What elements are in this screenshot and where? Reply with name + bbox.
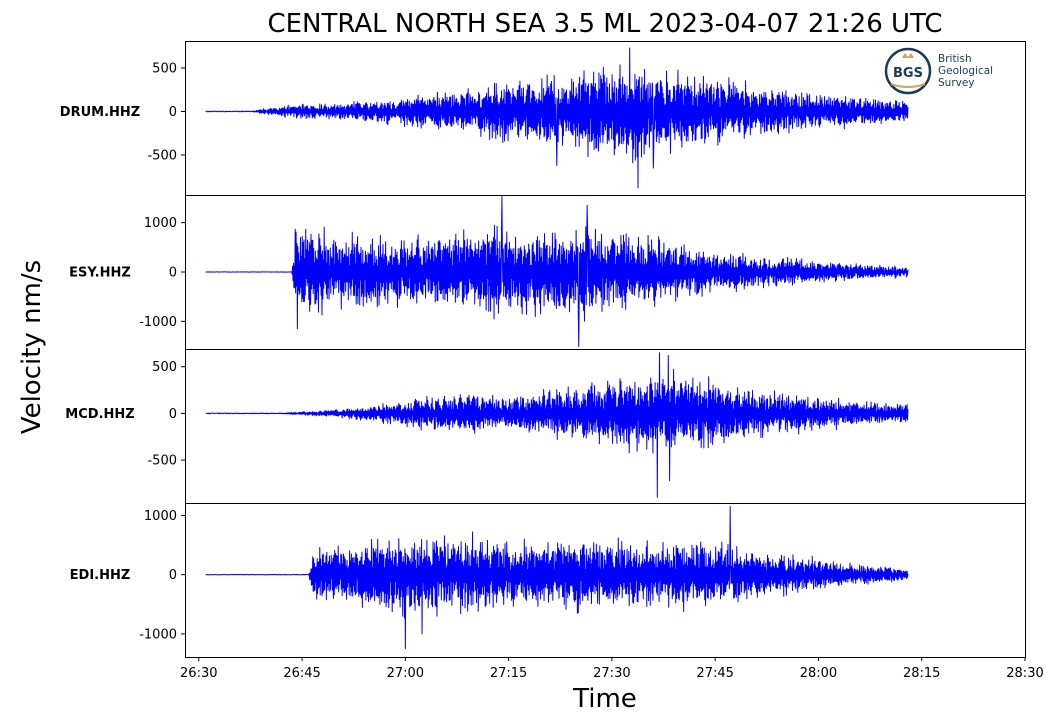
bgs-logo-line1: British [938, 53, 972, 65]
logo-wave-icon [890, 83, 926, 88]
x-tick-label: 27:00 [387, 666, 424, 681]
x-axis: 26:30 26:45 27:00 27:15 27:30 27:45 28:00 28:15… [180, 657, 1044, 681]
y-axis-label: Velocity nm/s [17, 260, 47, 434]
x-axis-label: Time [572, 684, 637, 714]
trace-panel: 500 0 -500 MCD.HHZ [65, 349, 1026, 504]
panel-frame [185, 503, 1026, 658]
x-tick-label: 28:00 [800, 666, 837, 681]
seismic-trace [205, 195, 909, 348]
x-tick-label: 28:15 [903, 666, 940, 681]
station-label: MCD.HHZ [65, 407, 134, 422]
chart-title: CENTRAL NORTH SEA 3.5 ML 2023-04-07 21:2… [267, 9, 942, 39]
crown-icon [902, 53, 914, 58]
bgs-logo-line2: Geological [938, 65, 993, 77]
bgs-logo: BGS British Geological Survey [884, 47, 993, 95]
seismic-trace [205, 47, 909, 189]
y-tick-label: 1000 [144, 216, 177, 231]
y-tick-label: -500 [147, 454, 177, 469]
trace-panel: 1000 0 -1000 EDI.HHZ [70, 503, 1026, 658]
station-label: DRUM.HHZ [60, 105, 140, 120]
y-tick-label: -500 [147, 148, 177, 163]
bgs-logo-line3: Survey [938, 77, 975, 89]
x-tick-label: 26:45 [283, 666, 320, 681]
station-label: ESY.HHZ [69, 266, 131, 281]
trace-panel: 500 0 -500 DRUM.HHZ [60, 41, 1026, 196]
seismic-trace [205, 506, 909, 650]
bgs-logo-mark: BGS [893, 66, 923, 81]
trace-panel: 1000 0 -1000 ESY.HHZ [69, 195, 1026, 350]
y-tick-label: 0 [169, 105, 177, 120]
x-tick-label: 28:30 [1006, 666, 1043, 681]
y-tick-label: 1000 [144, 509, 177, 524]
seismic-trace [205, 352, 909, 498]
y-tick-label: 0 [169, 407, 177, 422]
y-tick-label: 0 [169, 568, 177, 583]
y-tick-label: 500 [152, 360, 177, 375]
y-tick-label: 0 [169, 266, 177, 281]
y-tick-label: -1000 [139, 315, 177, 330]
y-tick-label: -1000 [139, 627, 177, 642]
y-tick-label: 500 [152, 61, 177, 76]
bgs-logo-ring [884, 47, 932, 95]
trace-panels: 500 0 -500 DRUM.HHZ 1000 0 -1000 ESY.HHZ 500 0 -50… [60, 41, 1026, 658]
x-tick-label: 27:30 [593, 666, 630, 681]
x-tick-label: 26:30 [180, 666, 217, 681]
station-label: EDI.HHZ [70, 568, 131, 583]
x-tick-label: 27:45 [696, 666, 733, 681]
x-tick-label: 27:15 [490, 666, 527, 681]
